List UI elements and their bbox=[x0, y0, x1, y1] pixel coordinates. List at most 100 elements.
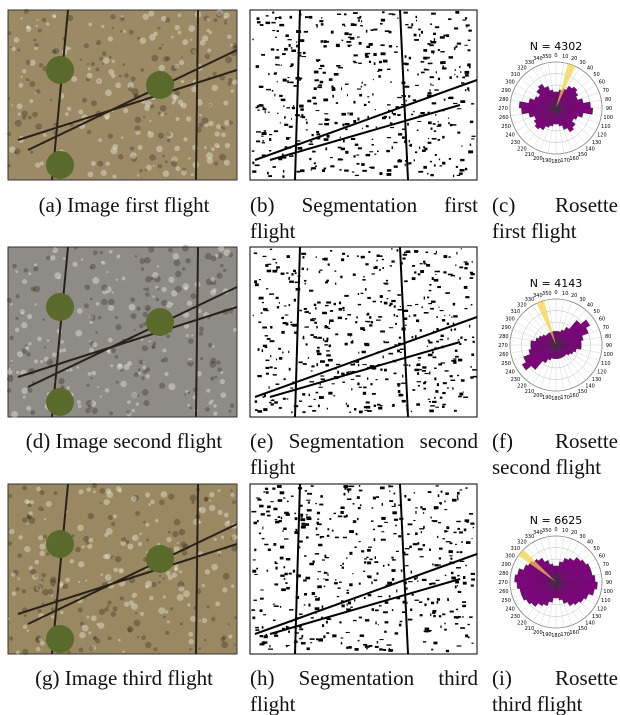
seg-pixel bbox=[327, 535, 330, 537]
texture bbox=[176, 166, 181, 171]
texture bbox=[20, 76, 22, 78]
seg-pixel bbox=[269, 366, 272, 368]
seg-pixel bbox=[358, 640, 360, 641]
seg-pixel bbox=[437, 536, 438, 538]
seg-pixel bbox=[308, 357, 309, 359]
seg-pixel bbox=[369, 61, 371, 63]
seg-pixel bbox=[280, 575, 284, 577]
seg-pixel bbox=[458, 339, 460, 340]
seg-pixel bbox=[306, 517, 311, 520]
seg-pixel bbox=[470, 121, 473, 124]
seg-pixel bbox=[367, 321, 370, 322]
texture bbox=[113, 606, 118, 611]
seg-pixel bbox=[340, 159, 343, 160]
texture bbox=[122, 277, 126, 281]
texture bbox=[190, 48, 197, 55]
texture bbox=[134, 125, 140, 131]
angle-label: 320 bbox=[517, 65, 527, 71]
seg-pixel bbox=[316, 133, 320, 135]
seg-pixel bbox=[275, 384, 279, 385]
texture bbox=[86, 384, 89, 387]
seg-pixel bbox=[344, 170, 349, 172]
texture bbox=[119, 75, 122, 78]
texture bbox=[161, 300, 167, 306]
seg-pixel bbox=[324, 123, 329, 125]
seg-pixel bbox=[404, 495, 406, 497]
seg-pixel bbox=[336, 364, 340, 365]
texture bbox=[221, 641, 228, 648]
seg-pixel bbox=[255, 629, 259, 631]
seg-pixel bbox=[280, 546, 284, 549]
texture bbox=[130, 152, 137, 159]
seg-pixel bbox=[423, 166, 427, 169]
texture bbox=[95, 67, 99, 71]
seg-pixel bbox=[359, 94, 362, 97]
texture bbox=[9, 529, 14, 534]
texture bbox=[201, 117, 208, 124]
texture bbox=[223, 269, 226, 272]
seg-pixel bbox=[459, 267, 463, 269]
seg-pixel bbox=[338, 147, 342, 149]
seg-pixel bbox=[459, 393, 463, 396]
texture bbox=[14, 148, 20, 154]
seg-pixel bbox=[306, 343, 308, 345]
seg-pixel bbox=[316, 363, 318, 366]
texture bbox=[214, 538, 217, 541]
seg-pixel bbox=[357, 36, 360, 37]
angle-label: 210 bbox=[525, 626, 535, 632]
seg-pixel bbox=[358, 19, 360, 21]
seg-pixel bbox=[360, 504, 362, 506]
seg-pixel bbox=[340, 511, 343, 514]
seg-pixel bbox=[339, 169, 341, 170]
seg-pixel bbox=[389, 491, 390, 492]
texture bbox=[166, 537, 171, 542]
texture bbox=[29, 517, 35, 523]
seg-pixel bbox=[462, 605, 466, 607]
seg-pixel bbox=[270, 249, 272, 250]
seg-pixel bbox=[357, 518, 359, 520]
seg-pixel bbox=[287, 39, 291, 40]
texture bbox=[224, 16, 227, 19]
texture bbox=[113, 514, 117, 518]
texture bbox=[150, 500, 154, 504]
seg-pixel bbox=[308, 406, 312, 407]
seg-pixel bbox=[430, 174, 433, 176]
seg-pixel bbox=[266, 491, 269, 493]
texture bbox=[88, 172, 94, 178]
seg-pixel bbox=[299, 546, 300, 548]
seg-pixel bbox=[434, 279, 439, 282]
seg-pixel bbox=[299, 400, 302, 401]
texture bbox=[162, 155, 165, 158]
angle-label: 200 bbox=[533, 156, 543, 162]
seg-pixel bbox=[429, 548, 431, 550]
texture bbox=[40, 161, 44, 165]
seg-pixel bbox=[373, 301, 377, 303]
seg-pixel bbox=[466, 24, 470, 26]
seg-pixel bbox=[428, 63, 433, 65]
texture bbox=[21, 388, 27, 394]
texture bbox=[213, 72, 217, 76]
seg-pixel bbox=[275, 72, 277, 74]
texture bbox=[122, 63, 125, 66]
seg-pixel bbox=[440, 61, 443, 64]
texture bbox=[161, 44, 163, 46]
seg-pixel bbox=[418, 171, 423, 173]
texture bbox=[232, 534, 238, 540]
seg-pixel bbox=[280, 606, 281, 608]
texture bbox=[182, 267, 186, 271]
texture bbox=[148, 11, 154, 17]
texture bbox=[50, 255, 56, 261]
seg-pixel bbox=[332, 530, 334, 532]
texture bbox=[161, 359, 164, 362]
texture bbox=[174, 259, 181, 266]
texture bbox=[86, 487, 91, 492]
seg-pixel bbox=[385, 601, 389, 603]
seg-pixel bbox=[452, 387, 453, 390]
seg-pixel bbox=[290, 16, 293, 19]
texture bbox=[34, 560, 39, 565]
seg-pixel bbox=[352, 573, 353, 574]
seg-pixel bbox=[453, 103, 457, 104]
texture bbox=[90, 298, 93, 301]
texture bbox=[24, 499, 29, 504]
texture bbox=[225, 56, 232, 63]
